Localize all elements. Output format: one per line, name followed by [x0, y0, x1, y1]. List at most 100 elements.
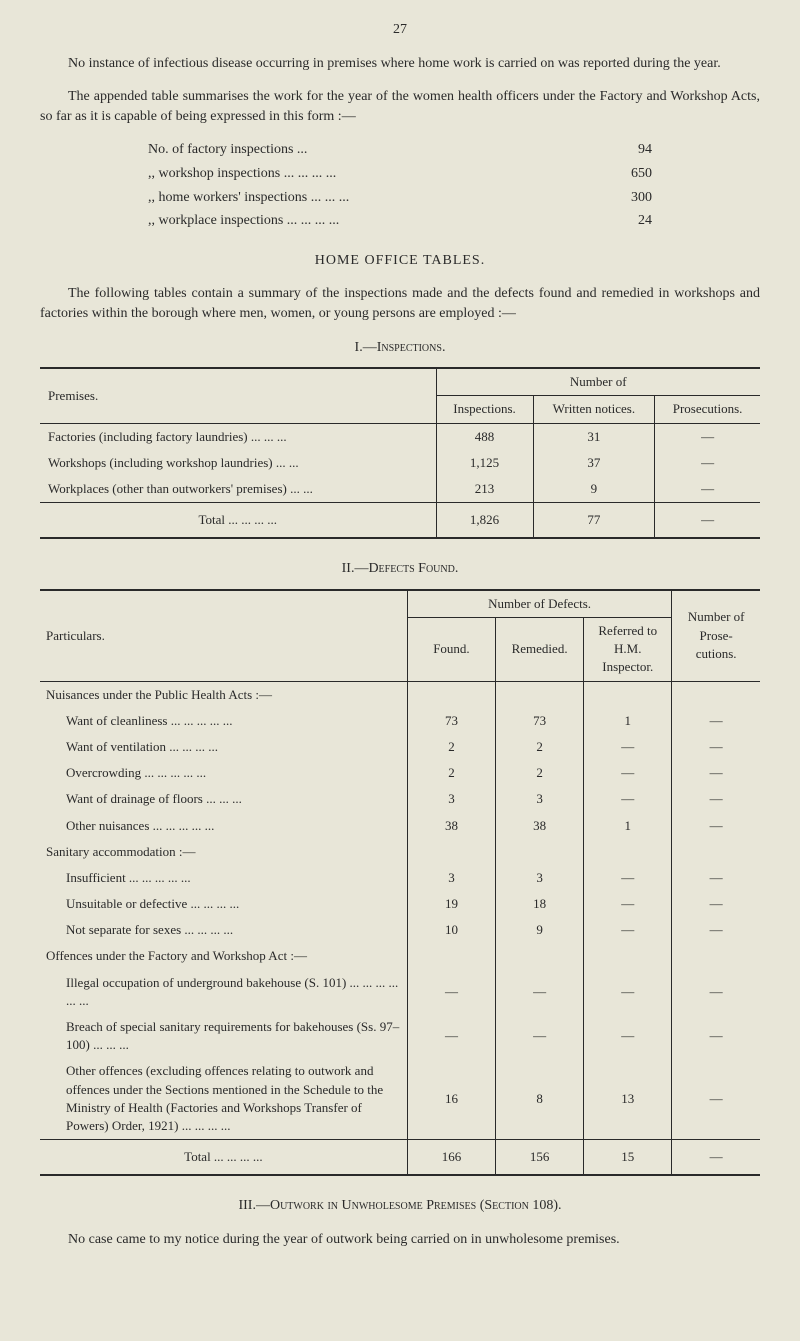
table2-heading: II.—Defects Found. [40, 559, 760, 579]
inspection-counts-list: No. of factory inspections ... 94 ,, wor… [148, 140, 652, 230]
cell-written: 37 [533, 450, 655, 476]
cell-referred: — [584, 865, 672, 891]
cell-referred: 1 [584, 708, 672, 734]
empty-cell [496, 943, 584, 969]
defects-table: Particulars. Number of Defects. Number o… [40, 589, 760, 1177]
document-page: 27 No instance of infectious disease occ… [0, 0, 800, 1341]
cell-remedied: 2 [496, 760, 584, 786]
cell-remedied: 3 [496, 786, 584, 812]
group-header: Sanitary accommodation :— [40, 839, 407, 865]
cell-found: 16 [407, 1058, 495, 1139]
total-found: 166 [407, 1140, 495, 1176]
total-referred: 15 [584, 1140, 672, 1176]
col-prosecutions: Prosecutions. [655, 396, 760, 423]
defect-label: Other offences (excluding offences relat… [40, 1058, 407, 1139]
total-prosecutions: — [655, 503, 760, 539]
col-inspections: Inspections. [436, 396, 533, 423]
cell-remedied: 3 [496, 865, 584, 891]
cell-referred: — [584, 970, 672, 1014]
defect-label: Breach of special sanitary requirements … [40, 1014, 407, 1058]
cell-found: 3 [407, 786, 495, 812]
cell-prosecutions: — [655, 423, 760, 450]
cell-remedied: 73 [496, 708, 584, 734]
col-particulars: Particulars. [40, 590, 407, 681]
cell-remedied: 2 [496, 734, 584, 760]
home-office-intro: The following tables contain a summary o… [40, 284, 760, 323]
cell-prosecutions: — [672, 891, 760, 917]
col-premises: Premises. [40, 368, 436, 423]
cell-found: 73 [407, 708, 495, 734]
cell-found: 38 [407, 813, 495, 839]
defect-label: Other nuisances ... ... ... ... ... [40, 813, 407, 839]
cell-written: 31 [533, 423, 655, 450]
cell-prosecutions: — [655, 476, 760, 503]
group-header: Nuisances under the Public Health Acts :… [40, 681, 407, 708]
total-remedied: 156 [496, 1140, 584, 1176]
total-label: Total ... ... ... ... [40, 503, 436, 539]
cell-prosecutions: — [672, 917, 760, 943]
section3-heading: III.—Outwork in Unwholesome Premises (Se… [40, 1196, 760, 1216]
empty-cell [672, 839, 760, 865]
cell-prosecutions: — [672, 1058, 760, 1139]
total-written: 77 [533, 503, 655, 539]
cell-remedied: — [496, 1014, 584, 1058]
defect-label: Want of drainage of floors ... ... ... [40, 786, 407, 812]
cell-referred: 13 [584, 1058, 672, 1139]
empty-cell [584, 839, 672, 865]
total-label: Total ... ... ... ... [40, 1140, 407, 1176]
cell-premises: Workplaces (other than outworkers' premi… [40, 476, 436, 503]
cell-found: 3 [407, 865, 495, 891]
page-number: 27 [40, 20, 760, 40]
total-prosecutions: — [672, 1140, 760, 1176]
defect-label: Not separate for sexes ... ... ... ... [40, 917, 407, 943]
cell-referred: — [584, 786, 672, 812]
cell-prosecutions: — [655, 450, 760, 476]
empty-cell [496, 681, 584, 708]
count-value: 94 [592, 140, 652, 160]
empty-cell [496, 839, 584, 865]
defect-label: Overcrowding ... ... ... ... ... [40, 760, 407, 786]
cell-remedied: 8 [496, 1058, 584, 1139]
empty-cell [584, 681, 672, 708]
col-prosecutions: Number of Prose- cutions. [672, 590, 760, 681]
cell-remedied: — [496, 970, 584, 1014]
cell-prosecutions: — [672, 865, 760, 891]
cell-referred: — [584, 734, 672, 760]
section3-para: No case came to my notice during the yea… [40, 1230, 760, 1250]
count-row: ,, workplace inspections ... ... ... ...… [148, 211, 652, 231]
cell-found: 10 [407, 917, 495, 943]
empty-cell [672, 681, 760, 708]
defect-label: Want of ventilation ... ... ... ... [40, 734, 407, 760]
count-label: No. of factory inspections ... [148, 140, 592, 160]
cell-referred: 1 [584, 813, 672, 839]
cell-remedied: 18 [496, 891, 584, 917]
cell-premises: Factories (including factory laundries) … [40, 423, 436, 450]
cell-found: — [407, 1014, 495, 1058]
col-referred: Referred to H.M. Inspector. [584, 618, 672, 682]
col-numberof-defects: Number of Defects. [407, 590, 671, 618]
total-inspections: 1,826 [436, 503, 533, 539]
cell-written: 9 [533, 476, 655, 503]
cell-referred: — [584, 1014, 672, 1058]
table1-heading: I.—Inspections. [40, 338, 760, 358]
cell-prosecutions: — [672, 760, 760, 786]
cell-referred: — [584, 760, 672, 786]
cell-found: 2 [407, 734, 495, 760]
cell-found: 2 [407, 760, 495, 786]
cell-inspections: 213 [436, 476, 533, 503]
count-value: 650 [592, 164, 652, 184]
empty-cell [407, 839, 495, 865]
defect-label: Insufficient ... ... ... ... ... [40, 865, 407, 891]
count-label: ,, home workers' inspections ... ... ... [148, 188, 592, 208]
cell-found: 19 [407, 891, 495, 917]
count-value: 24 [592, 211, 652, 231]
cell-prosecutions: — [672, 813, 760, 839]
count-value: 300 [592, 188, 652, 208]
empty-cell [672, 943, 760, 969]
cell-prosecutions: — [672, 708, 760, 734]
cell-inspections: 1,125 [436, 450, 533, 476]
home-office-heading: HOME OFFICE TABLES. [40, 251, 760, 271]
empty-cell [584, 943, 672, 969]
cell-remedied: 9 [496, 917, 584, 943]
defect-label: Want of cleanliness ... ... ... ... ... [40, 708, 407, 734]
